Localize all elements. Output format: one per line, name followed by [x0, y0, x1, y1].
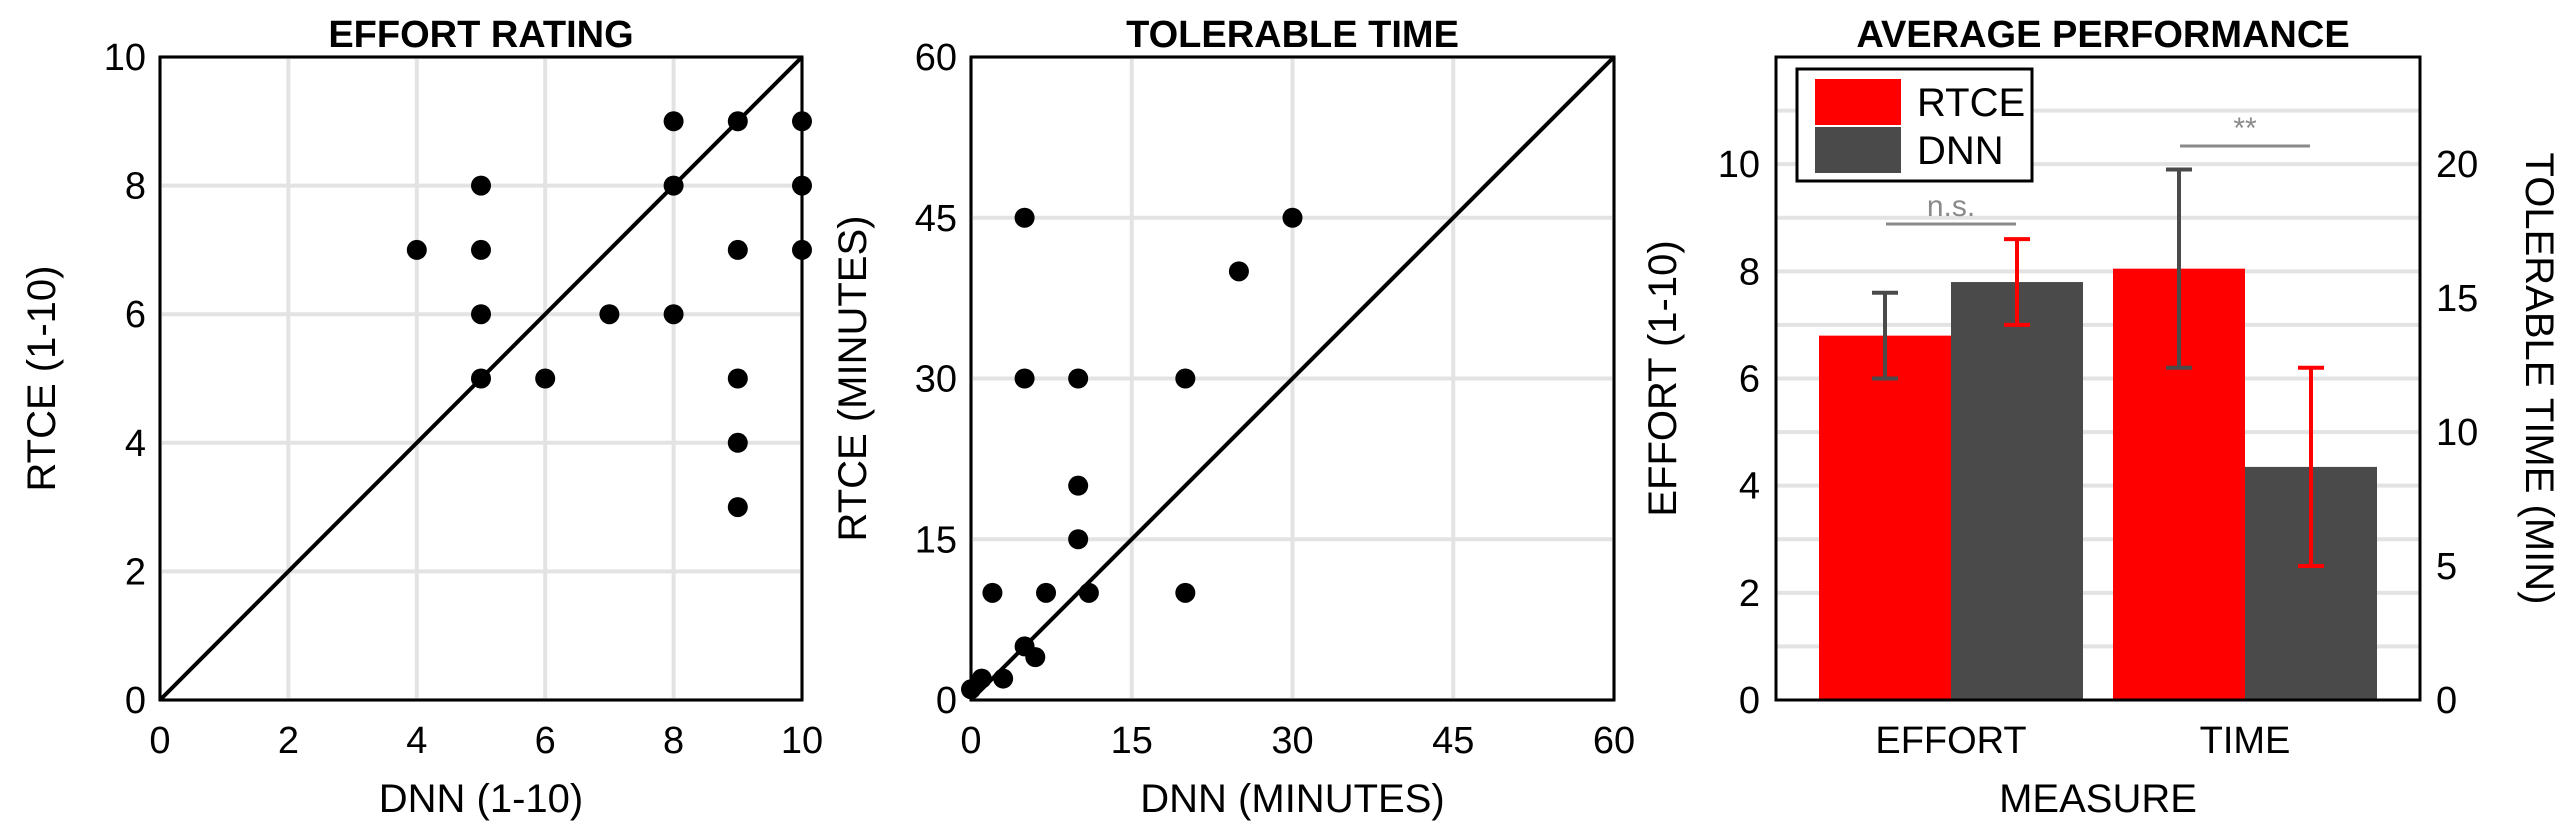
data-point [1068, 529, 1089, 550]
significance-label: n.s. [1927, 190, 1975, 223]
legend: RTCE DNN [1795, 67, 2034, 183]
x-tick-label: 30 [1271, 720, 1313, 762]
y-tick-label: 2 [1739, 573, 1760, 615]
y-right-tick-label: 0 [2436, 680, 2457, 722]
x-tick-label: 4 [406, 720, 427, 762]
y-tick-label: 15 [915, 519, 957, 561]
data-point [471, 175, 491, 196]
y-tick-label: 4 [1739, 466, 1760, 508]
y-axis-label: RTCE (MINUTES) [831, 216, 875, 542]
bar-dnn-effort [1951, 282, 2083, 700]
x-tick-label: EFFORT [1875, 720, 2026, 762]
y-right-tick-label: 20 [2436, 144, 2478, 186]
y-tick-label: 60 [915, 37, 957, 79]
average-performance-panel: n.s. ** EFFORT TIME 0 2 4 6 8 10 0 5 10 15 20 RTCE … [1641, 14, 2560, 821]
y-right-tick-label: 5 [2436, 546, 2457, 588]
data-point [471, 239, 491, 260]
data-point [1014, 207, 1035, 228]
tolerable-time-panel: 0 15 30 45 60 0 15 30 45 60 TOLERABLE TIME DNN (… [831, 14, 1635, 821]
y-tick-label: 10 [104, 37, 146, 79]
x-axis-label: DNN (MINUTES) [1140, 777, 1444, 821]
data-point [727, 111, 748, 132]
data-point [406, 239, 427, 260]
x-tick-label: 0 [960, 720, 981, 762]
y-axis-label: EFFORT (1-10) [1641, 240, 1685, 516]
x-tick-label: 0 [149, 720, 170, 762]
identity-line [969, 55, 1616, 702]
data-point [1175, 582, 1196, 603]
legend-label-dnn: DNN [1917, 129, 2004, 173]
data-point [727, 432, 748, 453]
x-tick-label: 10 [781, 720, 823, 762]
x-tick-label: 60 [1593, 720, 1635, 762]
data-point [1025, 647, 1046, 668]
data-point [535, 368, 556, 389]
data-point [1228, 261, 1249, 282]
y-tick-label: 4 [125, 423, 146, 465]
bar-rtce-effort [1819, 335, 1951, 700]
y-tick-label: 0 [1739, 680, 1760, 722]
legend-swatch-dnn [1815, 127, 1901, 173]
x-tick-label: 6 [535, 720, 556, 762]
y-axis-label-right: TOLERABLE TIME (MIN) [2517, 153, 2560, 605]
x-tick-label: 8 [663, 720, 684, 762]
significance-label: ** [2233, 112, 2257, 145]
y-tick-label: 8 [1739, 251, 1760, 293]
y-tick-label: 45 [915, 198, 957, 240]
data-point [471, 368, 491, 389]
legend-label-rtce: RTCE [1917, 81, 2025, 125]
data-point [471, 304, 491, 325]
y-tick-label: 2 [125, 551, 146, 593]
data-point [1036, 582, 1057, 603]
x-axis-label: MEASURE [1999, 777, 2197, 821]
plot-frame [158, 55, 804, 702]
data-point [1078, 582, 1099, 603]
y-right-tick-label: 10 [2436, 412, 2478, 454]
effort-rating-panel: 0 2 4 6 8 10 0 2 4 6 8 10 EFFORT RATING DNN (1-10)… [20, 14, 823, 821]
legend-swatch-rtce [1815, 79, 1901, 125]
data-point [727, 368, 748, 389]
y-tick-label: 30 [915, 359, 957, 401]
data-point [727, 497, 748, 518]
data-point [993, 668, 1014, 689]
y-axis-label: RTCE (1-10) [20, 266, 64, 492]
data-point [1014, 368, 1035, 389]
x-tick-label: 2 [278, 720, 299, 762]
data-point [1068, 368, 1089, 389]
data-point [663, 175, 684, 196]
chart-title: EFFORT RATING [328, 14, 633, 56]
x-tick-label: 45 [1432, 720, 1474, 762]
data-point [663, 111, 684, 132]
data-point [1282, 207, 1303, 228]
y-tick-label: 8 [125, 166, 146, 208]
y-tick-label: 6 [125, 294, 146, 336]
plot-frame [969, 55, 1616, 702]
plot-frame [1774, 55, 2422, 702]
x-tick-label: TIME [2200, 720, 2291, 762]
chart-title: TOLERABLE TIME [1126, 14, 1459, 56]
y-right-tick-label: 15 [2436, 278, 2478, 320]
data-point [1175, 368, 1196, 389]
data-point [663, 304, 684, 325]
y-tick-label: 6 [1739, 359, 1760, 401]
y-tick-label: 10 [1718, 144, 1760, 186]
chart-title: AVERAGE PERFORMANCE [1856, 14, 2349, 56]
data-point [982, 582, 1003, 603]
x-axis-label: DNN (1-10) [379, 777, 583, 821]
data-point [1068, 475, 1089, 496]
data-point [971, 668, 992, 689]
y-tick-label: 0 [125, 680, 146, 722]
y-tick-label: 0 [936, 680, 957, 722]
x-tick-label: 15 [1111, 720, 1153, 762]
data-point [599, 304, 620, 325]
data-point [727, 239, 748, 260]
